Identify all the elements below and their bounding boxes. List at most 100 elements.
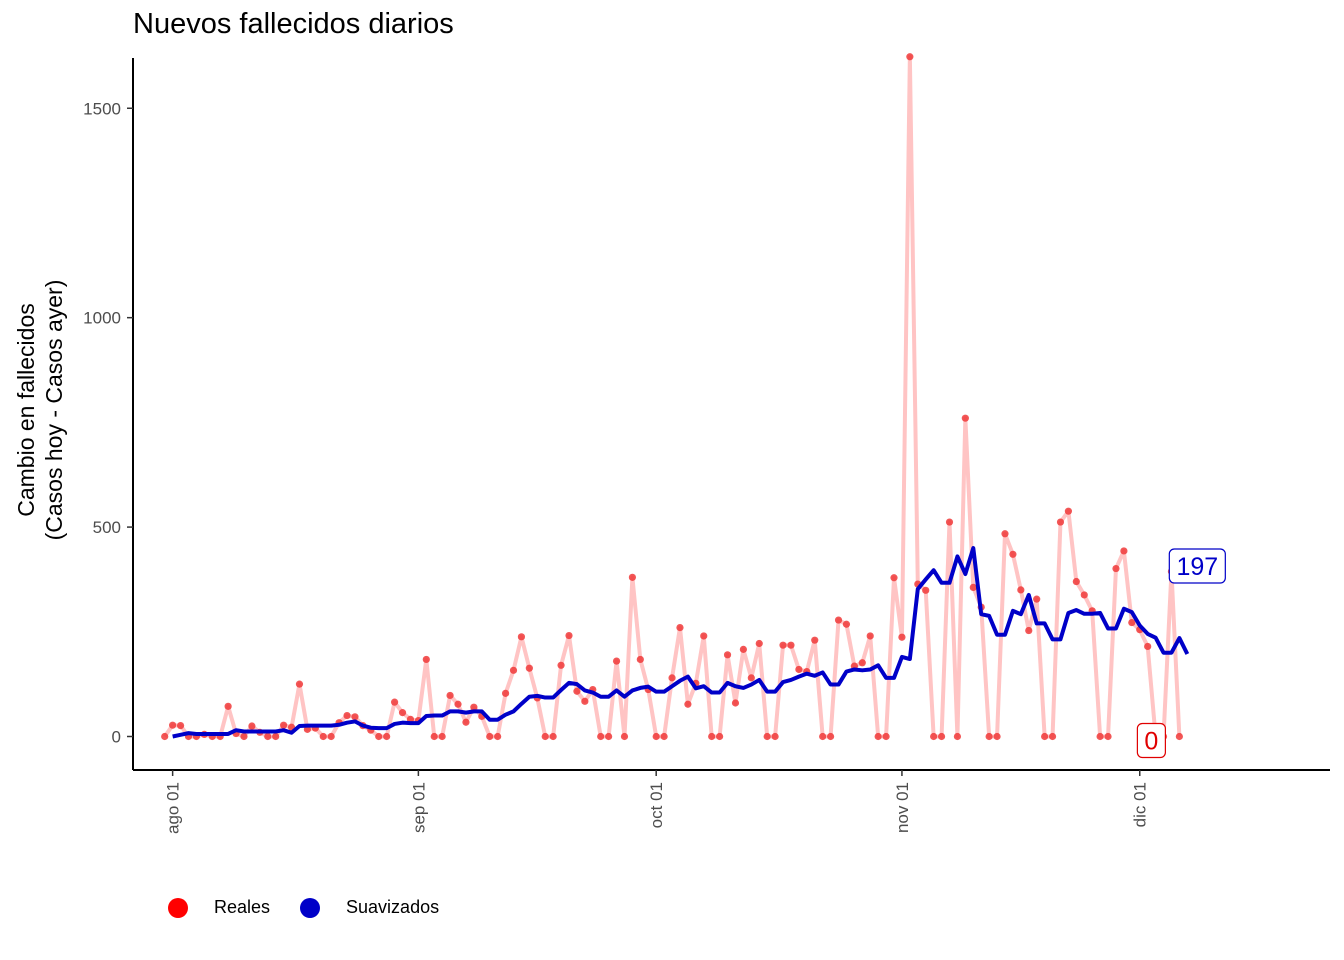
reales-point (866, 632, 874, 640)
reales-point (739, 645, 747, 653)
axes: 0 500 1000 1500 ago 01 sep 01 oct 01 nov 01 dic … (83, 58, 1330, 834)
reales-point (834, 616, 843, 624)
reales-point (1048, 732, 1057, 741)
reales-point (438, 732, 446, 741)
reales-point (422, 655, 430, 664)
x-tick-label: nov 01 (893, 782, 912, 833)
label-last-real: 0 (1136, 722, 1166, 759)
reales-point (660, 732, 668, 741)
reales-point (779, 641, 787, 649)
reales-point (652, 732, 660, 741)
reales-point (549, 732, 557, 741)
series-reales (161, 53, 1183, 741)
reales-point (961, 414, 969, 422)
reales-point (708, 732, 716, 741)
reales-point (1104, 732, 1112, 741)
reales-point (398, 709, 407, 717)
reales-point (953, 732, 962, 741)
reales-point (922, 586, 930, 594)
reales-point (541, 732, 549, 741)
reales-point (969, 583, 977, 591)
reales-point (1033, 595, 1041, 603)
reales-point (565, 631, 573, 640)
reales-point (176, 722, 185, 730)
reales-point (1041, 732, 1049, 741)
reales-point (1120, 547, 1128, 555)
reales-point (1064, 507, 1073, 515)
reales-point (462, 718, 470, 726)
reales-point (1112, 564, 1120, 573)
reales-point (906, 53, 914, 61)
reales-point (937, 732, 946, 741)
reales-point (890, 574, 898, 582)
reales-point (327, 732, 335, 741)
reales-point (501, 689, 510, 697)
reales-point (1175, 732, 1183, 741)
reales-point (716, 732, 724, 741)
reales-point (446, 691, 454, 700)
reales-point (882, 732, 890, 741)
suavizados-line (172, 546, 1190, 739)
reales-point (1001, 530, 1009, 538)
reales-point (826, 732, 835, 741)
legend-item-suavizados: Suavizados (300, 897, 439, 918)
reales-point (280, 721, 288, 729)
reales-point (747, 674, 755, 682)
reales-point (1009, 550, 1017, 558)
reales-point (573, 687, 581, 695)
reales-point (272, 732, 280, 741)
reales-point (240, 732, 248, 741)
reales-point (795, 665, 803, 674)
reales-point (763, 732, 771, 741)
legend-label-suavizados: Suavizados (346, 897, 440, 917)
reales-point (684, 700, 692, 708)
reales-point (787, 641, 795, 649)
reales-point (636, 655, 644, 664)
reales-point (1025, 626, 1033, 635)
reales-point (224, 702, 232, 710)
reales-point (597, 732, 605, 741)
reales-point (993, 732, 1001, 741)
reales-point (383, 732, 391, 741)
legend-swatch-reales (168, 897, 188, 918)
label-last-real-text: 0 (1144, 727, 1158, 755)
reales-point (668, 674, 676, 682)
chart-title: Nuevos fallecidos diarios (133, 8, 454, 40)
x-tick-label: ago 01 (164, 782, 183, 834)
reales-point (811, 636, 819, 644)
legend: Reales Suavizados (168, 897, 469, 918)
reales-point (375, 732, 383, 741)
reales-point (1072, 577, 1080, 586)
reales-point (605, 732, 613, 741)
reales-point (620, 732, 629, 741)
reales-point (1080, 591, 1088, 599)
reales-line (163, 54, 1182, 739)
y-tick-label: 1000 (83, 309, 121, 328)
reales-point (755, 639, 763, 648)
reales-point (945, 518, 954, 526)
x-tick-label: oct 01 (647, 782, 666, 828)
reales-point (874, 732, 882, 741)
reales-point (985, 732, 993, 741)
y-tick-label: 0 (112, 727, 121, 746)
reales-point (628, 573, 637, 581)
reales-point (581, 697, 589, 705)
reales-point (161, 732, 169, 741)
reales-point (169, 721, 177, 729)
reales-point (1128, 618, 1136, 627)
series-suavizados (172, 546, 1190, 739)
reales-point (248, 722, 256, 730)
reales-point (343, 711, 351, 720)
reales-point (1056, 518, 1065, 526)
label-last-smoothed-box (1168, 548, 1226, 584)
legend-label-reales: Reales (214, 897, 271, 917)
x-tick-label: sep 01 (409, 782, 428, 833)
reales-point (676, 624, 684, 632)
reales-point (430, 732, 438, 741)
reales-point (454, 700, 462, 708)
reales-point (1096, 732, 1104, 741)
reales-point (295, 680, 304, 688)
label-last-smoothed: 197 (1168, 548, 1226, 584)
reales-point (494, 732, 502, 741)
legend-swatch-suavizados (300, 897, 321, 918)
